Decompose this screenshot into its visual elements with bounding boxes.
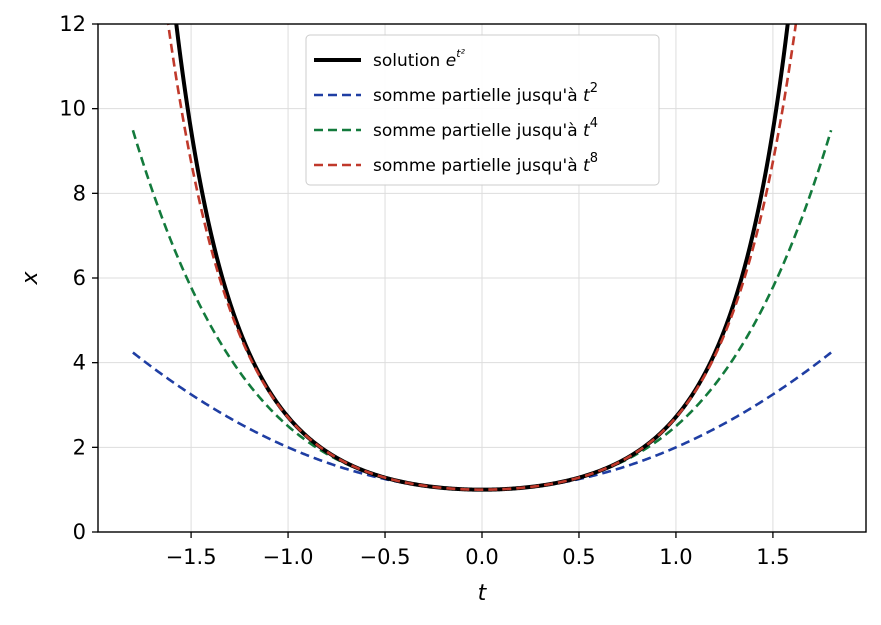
y-tick-label: 0 xyxy=(73,520,86,544)
legend-label: somme partielle jusqu'à xyxy=(373,121,583,141)
legend-superscript: 4 xyxy=(590,116,598,131)
legend-math: t xyxy=(583,156,591,176)
x-tick-label: −0.5 xyxy=(360,545,411,569)
legend-entry: somme partielle jusqu'à t4 xyxy=(373,116,598,141)
legend-entry: solution et² xyxy=(373,47,466,71)
series-group xyxy=(131,24,833,492)
x-axis-label: t xyxy=(478,581,488,606)
y-tick-label: 10 xyxy=(59,97,86,121)
y-tick-label: 8 xyxy=(73,181,86,205)
x-tick-label: 0.5 xyxy=(562,545,595,569)
legend-label: somme partielle jusqu'à xyxy=(373,86,583,106)
x-tick-label: 1.0 xyxy=(659,545,692,569)
x-tick-label: −1.5 xyxy=(166,545,217,569)
legend-entry: somme partielle jusqu'à t2 xyxy=(373,81,598,106)
legend-math: e xyxy=(446,51,456,71)
y-tick-label: 12 xyxy=(59,12,86,36)
legend-superscript: 8 xyxy=(590,151,598,166)
ticks: −1.5 −1.0 −0.5 0.0 0.5 1.0 1.5 0 2 4 6 8 10 12 xyxy=(59,12,789,569)
legend-box xyxy=(305,34,660,186)
x-tick-label: −1.0 xyxy=(263,545,314,569)
legend-superscript: 2 xyxy=(590,81,598,96)
legend-label: somme partielle jusqu'à xyxy=(373,156,583,176)
y-tick-label: 4 xyxy=(73,351,86,375)
legend-label: solution xyxy=(373,51,446,71)
legend-superscript: t² xyxy=(456,47,465,60)
y-axis-label: x xyxy=(18,271,43,286)
x-tick-label: 1.5 xyxy=(756,545,789,569)
y-tick-label: 6 xyxy=(73,266,86,290)
legend-entry: somme partielle jusqu'à t8 xyxy=(373,151,598,176)
legend-math: t xyxy=(583,86,591,106)
y-tick-label: 2 xyxy=(73,435,86,459)
legend-math: t xyxy=(583,121,591,141)
series-line-3 xyxy=(166,24,798,491)
x-tick-label: 0.0 xyxy=(465,545,498,569)
